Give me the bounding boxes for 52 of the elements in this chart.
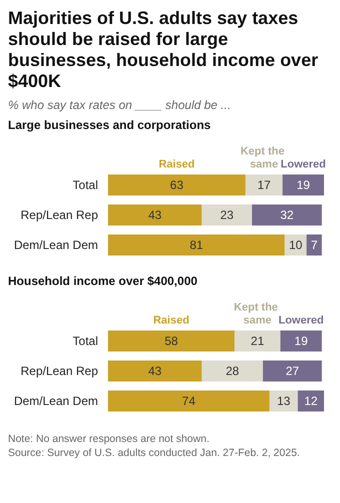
data-label: 74 [182, 394, 196, 408]
data-label: 21 [250, 334, 264, 348]
text: Large businesses and corporations [8, 118, 212, 132]
data-label: 63 [170, 178, 184, 192]
bar [234, 330, 280, 352]
bar [202, 360, 263, 382]
chart-title: Majorities of U.S. adults say taxes should be raised for large businesses, household income over $400K [8, 8, 320, 92]
data-label: 17 [257, 178, 271, 192]
data-label: 81 [190, 238, 204, 252]
text: Note: No answer responses are not shown. [8, 432, 210, 446]
bar [245, 174, 283, 196]
bar [252, 204, 322, 226]
data-label: 13 [276, 394, 291, 408]
bar [108, 360, 202, 382]
data-label: 10 [288, 238, 303, 252]
y-tick-label: Dem/Lean Dem [14, 394, 98, 408]
bar [108, 204, 202, 226]
data-label: 32 [280, 208, 294, 222]
bar [269, 390, 298, 412]
data-label: 43 [148, 208, 162, 222]
bar [108, 330, 235, 352]
y-tick-label: Total [72, 334, 98, 348]
source-note: Source: Survey of U.S. adults conducted Jan. 27-Feb. 2, 2025. [8, 446, 301, 460]
series-label: Raised [158, 158, 195, 170]
bar [202, 204, 252, 226]
bar [108, 174, 246, 196]
series-label: Raised [153, 314, 190, 326]
data-label: 27 [286, 364, 300, 378]
data-label: 12 [304, 394, 318, 408]
data-label: 58 [164, 334, 178, 348]
chart-subtitle: % who say tax rates on ____ should be ... [8, 98, 232, 112]
data-label: 28 [226, 364, 240, 378]
y-tick-label: Total [72, 178, 98, 192]
bar [306, 234, 322, 256]
data-label: 23 [220, 208, 234, 222]
bar [262, 360, 322, 382]
bar [108, 390, 270, 412]
bar [284, 234, 307, 256]
series-label: Lowered [280, 158, 326, 170]
bar [298, 390, 324, 412]
data-label: 19 [294, 334, 308, 348]
data-label: 43 [148, 364, 162, 378]
y-tick-label: Rep/Lean Rep [20, 364, 98, 378]
bar [280, 330, 322, 352]
data-label: 19 [296, 178, 310, 192]
series-label: Lowered [278, 314, 324, 326]
y-tick-label: Rep/Lean Rep [20, 208, 98, 222]
data-label: 7 [310, 238, 318, 252]
bar [282, 174, 324, 196]
chart-title: Household income over $400,000 [8, 274, 198, 288]
bar [108, 234, 285, 256]
y-tick-label: Dem/Lean Dem [14, 238, 98, 252]
